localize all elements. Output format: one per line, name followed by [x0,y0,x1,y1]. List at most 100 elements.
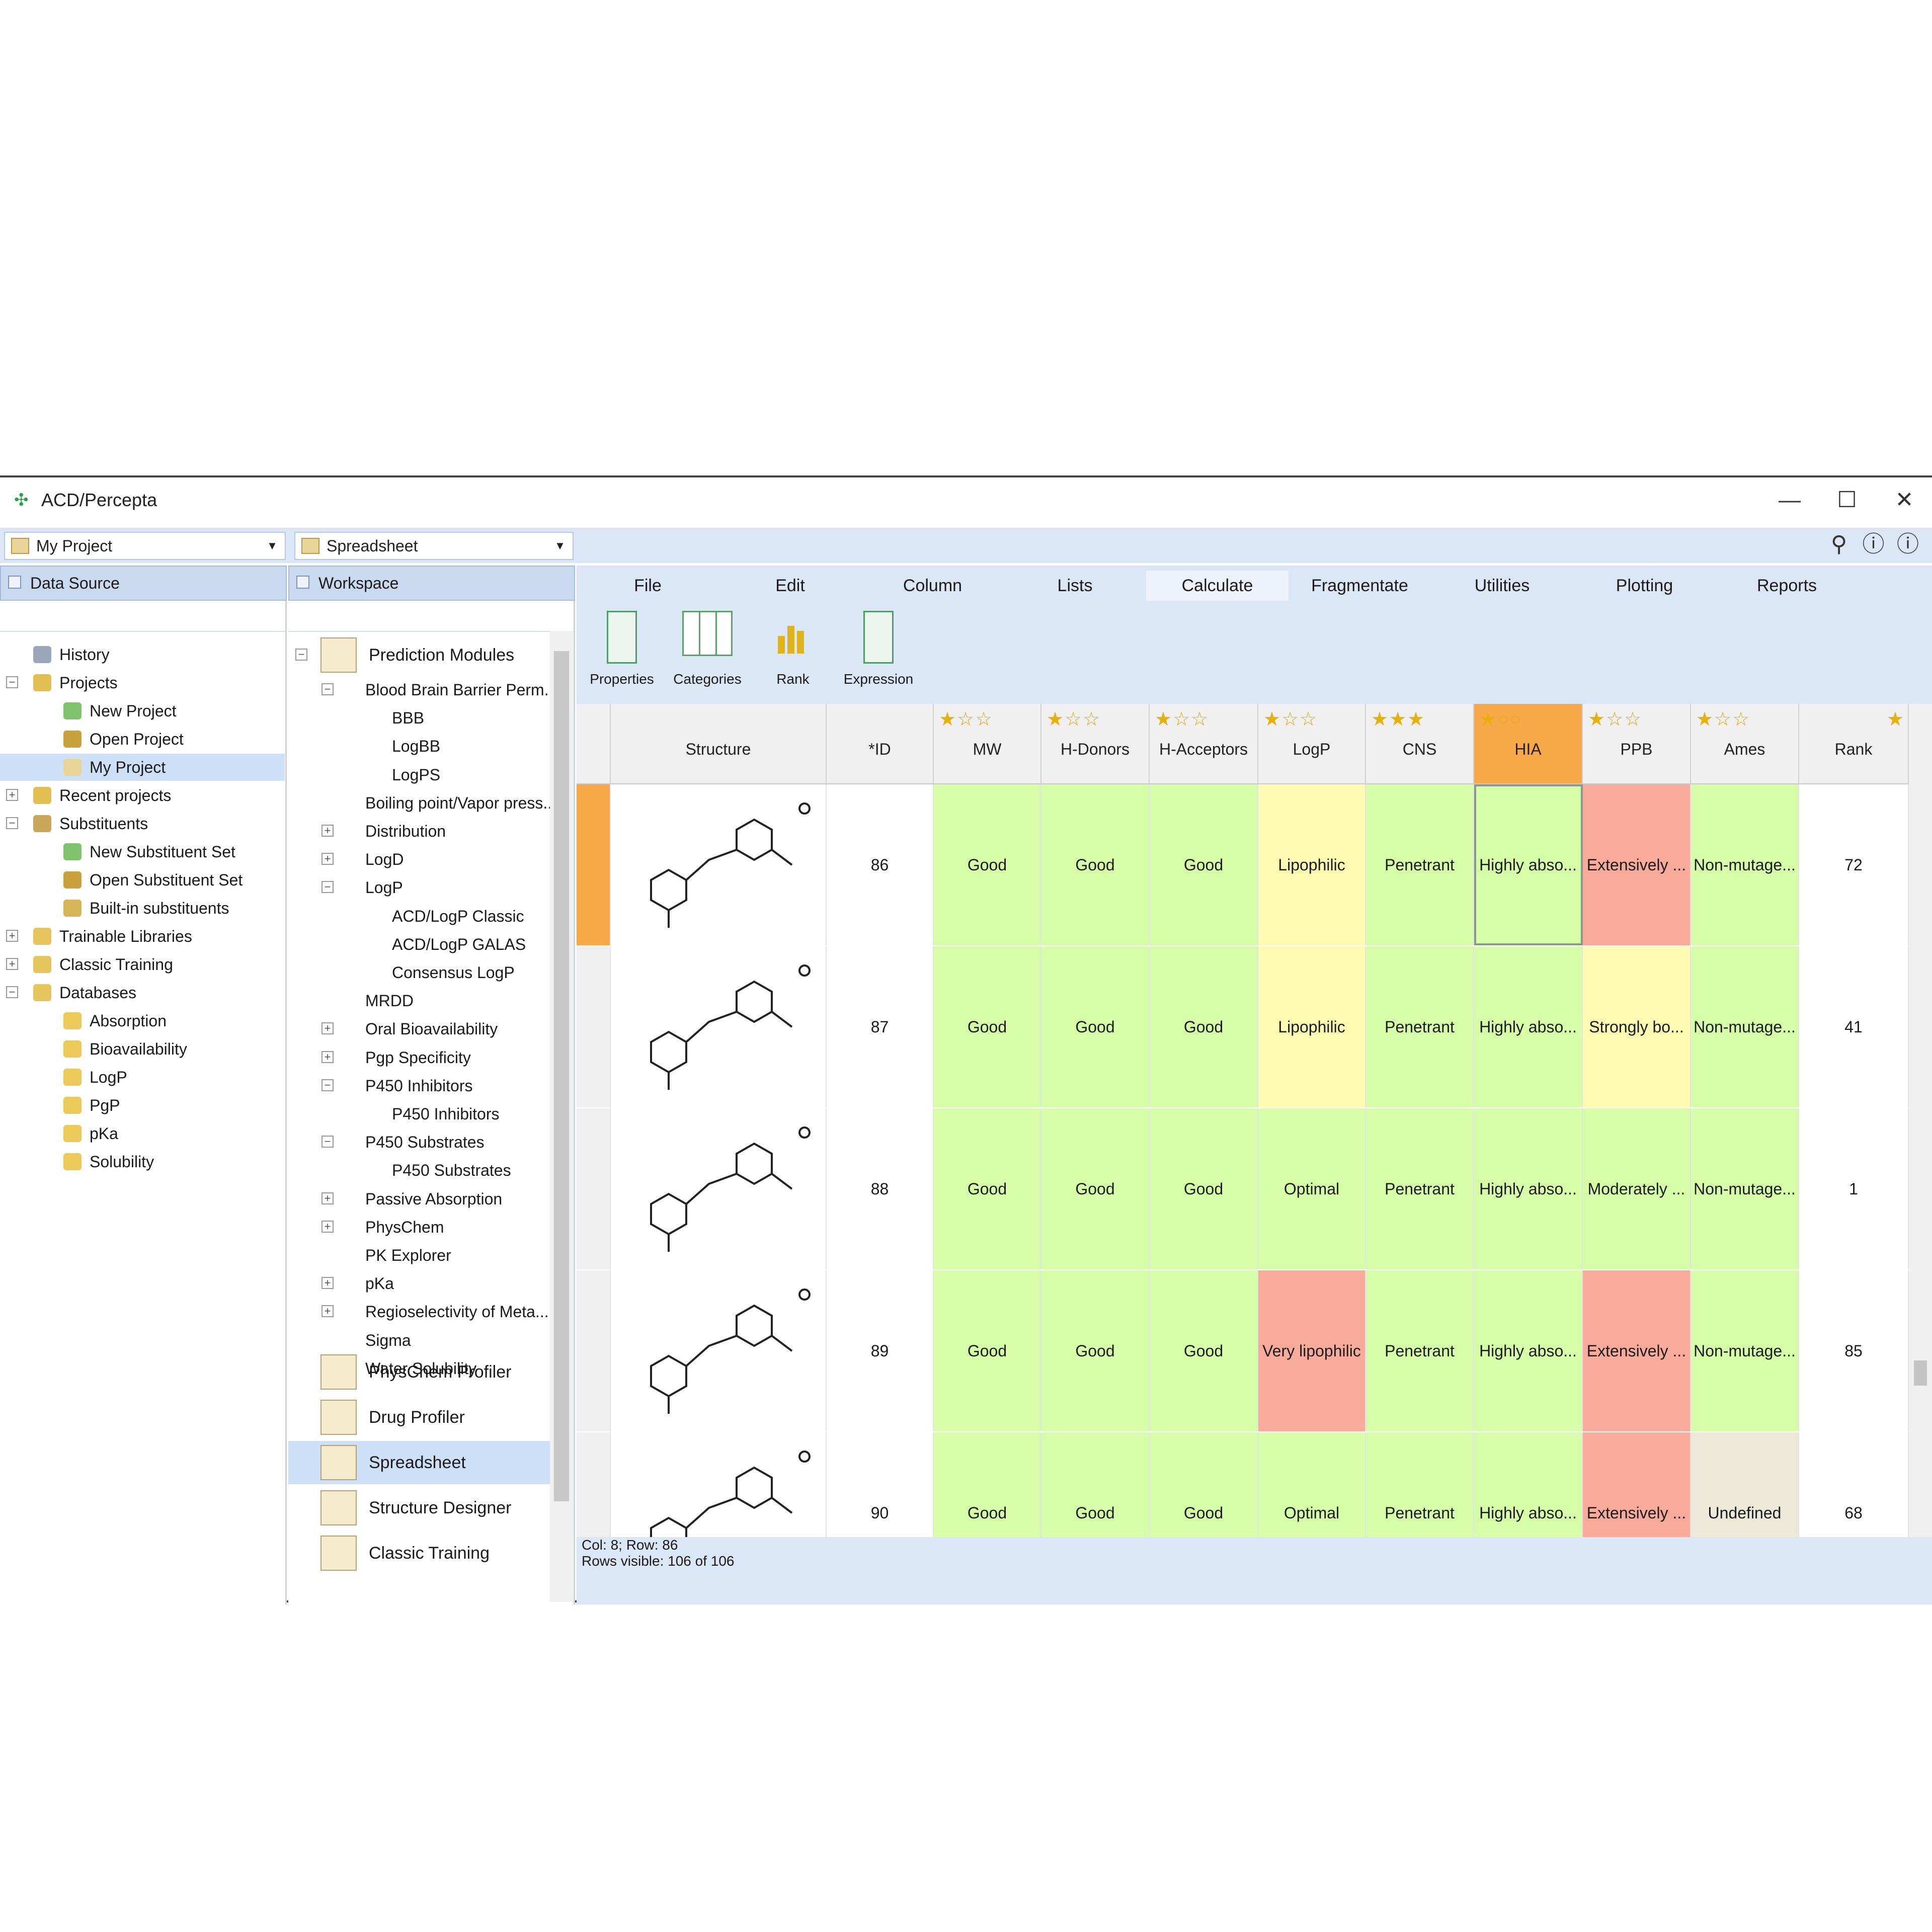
value-cell-cns[interactable]: Penetrant [1366,946,1474,1107]
module-item-logps[interactable]: LogPS [288,761,549,788]
value-cell-mw[interactable]: Good [934,1270,1041,1431]
column-header-logp[interactable]: ★☆☆ LogP [1258,704,1366,784]
module-item-acd-logp-classic[interactable]: ACD/LogP Classic [288,903,549,930]
module-item-physchem[interactable]: + PhysChem [288,1214,549,1241]
module-item-acd-logp-galas[interactable]: ACD/LogP GALAS [288,931,549,958]
structure-cell[interactable] [611,1108,827,1269]
tree-item-absorption[interactable]: Absorption [0,1007,285,1034]
menu-column[interactable]: Column [903,576,962,595]
scrollbar-thumb[interactable] [1914,1360,1927,1386]
module-item-p450-substrates[interactable]: P450 Substrates [288,1157,549,1184]
value-cell-mw[interactable]: Good [934,946,1041,1107]
column-header-mw[interactable]: ★☆☆ MW [934,704,1041,784]
physchem-profiler-item[interactable]: PhysChem Profiler [288,1350,550,1394]
value-cell-h-acceptors[interactable]: Good [1150,946,1258,1107]
ribbon-properties-button[interactable]: Properties [579,611,665,687]
structure-cell[interactable] [611,946,827,1107]
chevron-down-icon[interactable]: ▼ [267,539,278,552]
structure-cell[interactable] [611,1432,827,1537]
menu-file[interactable]: File [634,576,662,595]
value-cell-hia[interactable]: Highly abso... [1474,784,1583,945]
rating-stars-icon[interactable]: ★☆☆ [1155,709,1210,730]
menu-calculate[interactable]: Calculate [1146,571,1289,601]
tree-item-pka[interactable]: pKa [0,1120,285,1147]
expander-icon[interactable]: − [321,683,334,695]
value-cell-ppb[interactable]: Extensively ... [1583,1432,1691,1537]
value-cell-cns[interactable]: Penetrant [1366,784,1474,945]
grid-scrollbar[interactable] [1909,704,1932,1537]
structure-cell[interactable] [611,1270,827,1431]
data-source-header[interactable]: Data Source [0,566,287,601]
column-header--id[interactable]: *ID [827,704,934,784]
value-cell-h-acceptors[interactable]: Good [1150,1108,1258,1269]
module-item-distribution[interactable]: + Distribution [288,818,549,845]
value-cell-cns[interactable]: Penetrant [1366,1108,1474,1269]
value-cell-h-donors[interactable]: Good [1041,1108,1150,1269]
menu-reports[interactable]: Reports [1756,576,1817,595]
module-item-sigma[interactable]: Sigma [288,1327,549,1354]
rank-cell[interactable]: 41 [1799,946,1909,1107]
tree-item-recent-projects[interactable]: + Recent projects [0,782,285,809]
value-cell-mw[interactable]: Good [934,1432,1041,1537]
module-item-pgp-specificity[interactable]: + Pgp Specificity [288,1044,549,1071]
module-item-p450-inhibitors[interactable]: − P450 Inhibitors [288,1072,549,1099]
expander-icon[interactable]: + [321,1220,334,1233]
tree-item-history[interactable]: History [0,641,285,668]
chevron-down-icon[interactable]: ▼ [554,539,566,552]
id-cell[interactable]: 89 [827,1270,934,1431]
workspace-filter[interactable] [288,601,574,632]
menu-fragmentate[interactable]: Fragmentate [1311,576,1408,595]
module-item-pk-explorer[interactable]: PK Explorer [288,1242,549,1269]
value-cell-ppb[interactable]: Strongly bo... [1583,946,1691,1107]
module-item-p450-substrates[interactable]: − P450 Substrates [288,1129,549,1156]
workspace-header[interactable]: Workspace [288,566,575,601]
value-cell-hia[interactable]: Highly abso... [1474,1270,1583,1431]
module-item-mrdd[interactable]: MRDD [288,987,549,1014]
menu-plotting[interactable]: Plotting [1616,576,1673,595]
value-cell-ppb[interactable]: Extensively ... [1583,1270,1691,1431]
tree-item-my-project[interactable]: My Project [0,754,285,781]
minimize-button[interactable]: — [1779,488,1801,512]
id-cell[interactable]: 87 [827,946,934,1107]
expander-icon[interactable]: + [321,1051,334,1063]
module-item-logd[interactable]: + LogD [288,846,549,873]
module-item-p450-inhibitors[interactable]: P450 Inhibitors [288,1100,549,1128]
expander-icon[interactable]: − [6,817,18,829]
column-header-structure[interactable]: Structure [611,704,827,784]
module-item-consensus-logp[interactable]: Consensus LogP [288,959,549,986]
table-row[interactable]: 88 Good Good Good Optimal Penetrant Highly abs… [577,1108,1932,1270]
expander-icon[interactable]: − [6,986,18,998]
rating-stars-icon[interactable]: ★☆☆ [939,709,994,730]
expander-icon[interactable]: + [321,1192,334,1204]
close-button[interactable]: ✕ [1895,488,1914,512]
row-header[interactable] [577,784,611,945]
rank-cell[interactable]: 85 [1799,1270,1909,1431]
value-cell-h-donors[interactable]: Good [1041,1270,1150,1431]
tree-item-built-in-substituents[interactable]: Built-in substituents [0,895,285,922]
value-cell-h-acceptors[interactable]: Good [1150,1432,1258,1537]
value-cell-logp[interactable]: Lipophilic [1258,784,1366,945]
value-cell-h-donors[interactable]: Good [1041,946,1150,1107]
value-cell-h-donors[interactable]: Good [1041,1432,1150,1537]
collapse-icon[interactable] [296,576,309,589]
structure-cell[interactable] [611,784,827,945]
value-cell-mw[interactable]: Good [934,1108,1041,1269]
value-cell-hia[interactable]: Highly abso... [1474,946,1583,1107]
rank-cell[interactable]: 68 [1799,1432,1909,1537]
column-header-h-acceptors[interactable]: ★☆☆ H-Acceptors [1150,704,1258,784]
rating-stars-icon[interactable]: ★☆☆ [1588,709,1643,730]
expander-icon[interactable]: + [321,825,334,837]
table-row[interactable]: 87 Good Good Good Lipophilic Penetrant Highly … [577,946,1932,1108]
module-item-logbb[interactable]: LogBB [288,733,549,760]
tree-item-new-substituent-set[interactable]: New Substituent Set [0,838,285,865]
value-cell-ames[interactable]: Non-mutage... [1691,1108,1799,1269]
id-cell[interactable]: 88 [827,1108,934,1269]
expander-icon[interactable]: + [6,930,18,942]
collapse-icon[interactable] [8,576,21,589]
ribbon-categories-button[interactable]: Categories [665,611,750,687]
module-item-pka[interactable]: + pKa [288,1270,549,1297]
drug-profiler-item[interactable]: Drug Profiler [288,1396,550,1439]
rating-stars-icon[interactable]: ★☆☆ [1263,709,1318,730]
structure-designer-item[interactable]: Structure Designer [288,1486,550,1530]
expander-icon[interactable]: + [321,1022,334,1035]
